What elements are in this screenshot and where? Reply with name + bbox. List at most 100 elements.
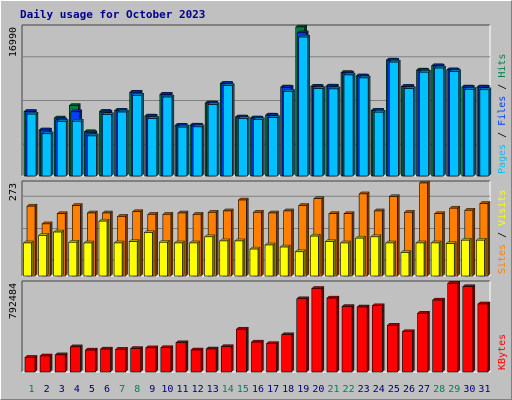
- bar-kbytes-4-side: [80, 344, 83, 373]
- bar-kbytes-3-side: [64, 352, 68, 373]
- bar-kbytes-26: [402, 331, 413, 373]
- legend-item: Visits: [497, 190, 508, 226]
- legend-item: Hits: [497, 54, 508, 78]
- bar-kbytes-8-side: [140, 346, 143, 373]
- x-tick-label-19: 19: [297, 384, 309, 395]
- bar-pages-3: [56, 121, 67, 177]
- bar-kbytes-13-side: [215, 346, 219, 373]
- bar-sites-14-side: [231, 208, 234, 277]
- bar-sites-9-side: [155, 211, 158, 277]
- bar-kbytes-27: [417, 312, 428, 373]
- bar-pages-11: [177, 126, 188, 177]
- bar-pages-24: [373, 111, 384, 177]
- bar-pages-15: [238, 118, 248, 177]
- bar-visits-28: [430, 242, 440, 277]
- bar-kbytes-6-side: [110, 346, 113, 373]
- bar-visits-29: [445, 243, 455, 277]
- bar-visits-5: [83, 242, 93, 277]
- bar-kbytes-30: [462, 286, 474, 373]
- x-tick-label-14: 14: [222, 384, 234, 395]
- x-tick-label-7: 7: [119, 384, 125, 395]
- bar-kbytes-13: [205, 348, 217, 373]
- bar-visits-21: [325, 241, 334, 277]
- x-tick-label-26: 26: [403, 384, 415, 395]
- ymax-label-hits-files-pages: 16990: [8, 27, 19, 57]
- bar-visits-9: [143, 232, 153, 277]
- bar-visits-7: [113, 242, 123, 277]
- bar-visits-27: [415, 242, 425, 277]
- bar-kbytes-5: [85, 349, 96, 373]
- bar-pages-14: [222, 85, 233, 177]
- bar-kbytes-20: [311, 288, 323, 373]
- bar-kbytes-16: [251, 341, 262, 373]
- legend-item: /: [497, 226, 508, 244]
- x-tick-label-17: 17: [267, 384, 279, 395]
- bar-visits-14: [219, 240, 229, 277]
- bar-visits-13-side: [212, 234, 215, 277]
- bar-pages-12-side: [201, 124, 205, 177]
- bar-visits-13: [204, 236, 213, 277]
- bar-pages-25: [389, 61, 399, 177]
- x-tick-label-23: 23: [358, 384, 370, 395]
- bar-pages-23: [358, 77, 369, 177]
- bar-kbytes-29: [447, 282, 459, 373]
- bar-kbytes-19: [296, 298, 308, 373]
- x-tick-label-15: 15: [237, 384, 249, 395]
- bar-visits-8: [128, 241, 138, 277]
- bar-visits-5-side: [91, 240, 95, 277]
- bar-kbytes-17: [266, 343, 277, 373]
- legend-item: Sites: [497, 244, 508, 274]
- bar-kbytes-6: [100, 348, 111, 373]
- bar-pages-8-side: [141, 92, 144, 177]
- bar-pages-3-side: [65, 118, 69, 177]
- bar-pages-28: [434, 67, 444, 177]
- legend-visits-sites: Sites / Visits: [497, 190, 508, 274]
- bar-pages-30: [464, 89, 475, 177]
- bar-visits-24: [370, 236, 380, 277]
- bar-kbytes-1: [24, 357, 36, 373]
- bar-kbytes-9: [145, 347, 157, 373]
- bar-visits-26: [400, 252, 410, 277]
- bar-visits-4: [68, 241, 78, 277]
- bar-kbytes-5-side: [95, 347, 98, 373]
- bar-kbytes-22: [341, 306, 353, 373]
- chart-title: Daily usage for October 2023: [20, 8, 205, 21]
- x-tick-label-21: 21: [327, 384, 339, 395]
- bar-pages-21: [328, 88, 339, 177]
- legend-item: Files: [497, 96, 508, 126]
- bar-visits-11-side: [182, 240, 185, 277]
- bar-pages-9: [147, 118, 158, 177]
- bar-visits-6: [98, 220, 108, 277]
- x-tick-label-11: 11: [176, 384, 188, 395]
- bar-pages-26: [404, 88, 414, 177]
- bar-kbytes-18: [281, 334, 292, 373]
- bar-visits-19: [294, 251, 304, 277]
- bar-visits-9-side: [152, 230, 155, 277]
- bar-kbytes-14: [220, 346, 232, 373]
- legend-item: KBytes: [497, 334, 508, 370]
- bar-kbytes-7: [115, 349, 126, 373]
- bar-sites-15-side: [246, 197, 249, 277]
- ymax-label-visits-sites: 273: [8, 183, 19, 201]
- bar-sites-7-side: [125, 213, 128, 277]
- bar-kbytes-15: [236, 328, 247, 373]
- x-tick-label-2: 2: [44, 384, 50, 395]
- x-tick-label-13: 13: [207, 384, 219, 395]
- bar-pages-10: [162, 96, 173, 177]
- x-tick-label-24: 24: [373, 384, 385, 395]
- bar-visits-12-side: [197, 240, 200, 277]
- bar-pages-1: [26, 113, 37, 177]
- bar-pages-20: [313, 88, 324, 177]
- bar-kbytes-15-side: [246, 326, 249, 373]
- bar-pages-12: [192, 126, 203, 177]
- bar-visits-4-side: [76, 239, 79, 277]
- bar-pages-14-side: [232, 83, 235, 177]
- bar-visits-22: [340, 242, 349, 277]
- bar-visits-3: [53, 231, 62, 277]
- bar-visits-10: [159, 241, 168, 277]
- bar-kbytes-21: [326, 297, 338, 373]
- bar-pages-15-side: [247, 116, 250, 177]
- bar-visits-2: [38, 235, 47, 277]
- bar-pages-29: [449, 71, 460, 177]
